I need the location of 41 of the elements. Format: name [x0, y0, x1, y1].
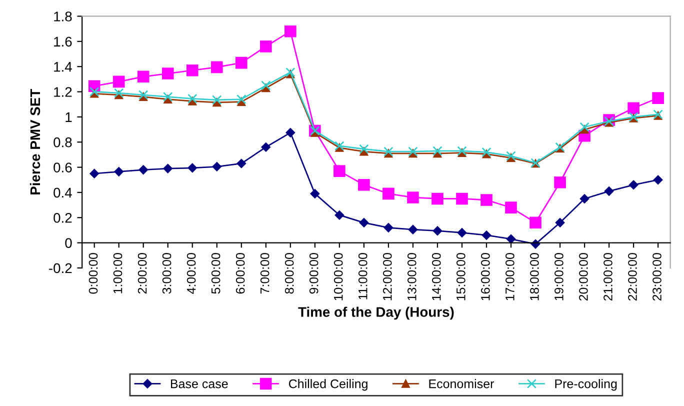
- x-tick-label: 12:00:00: [382, 252, 392, 300]
- y-tick-label: 1: [66, 112, 72, 122]
- x-tick-label: 5:00:00: [211, 252, 220, 294]
- x-tick-label: 23:00:00: [652, 252, 662, 301]
- x-tick-label: 8:00:00: [284, 252, 294, 294]
- x-tick-label: 7:00:00: [260, 252, 270, 294]
- x-tick-label: 22:00:00: [628, 252, 637, 301]
- legend-label: Pre-cooling: [555, 379, 617, 391]
- y-axis-title: Pierce PMV SET: [30, 88, 40, 194]
- x-tick-label: 16:00:00: [481, 252, 490, 300]
- x-tick-label: 21:00:00: [604, 252, 612, 301]
- x-tick-label: 0:00:00: [88, 252, 98, 294]
- x-tick-label: 10:00:00: [334, 252, 343, 300]
- x-tick-label: 3:00:00: [162, 252, 172, 294]
- y-tick-label: 0.6: [54, 162, 72, 172]
- x-tick-label: 9:00:00: [309, 252, 318, 294]
- legend-label: Base case: [170, 379, 228, 388]
- x-tick-label: 4:00:00: [186, 252, 196, 294]
- y-tick-label: -0.2: [49, 263, 72, 274]
- x-tick-label: 18:00:00: [530, 252, 539, 300]
- y-tick-label: 0.8: [54, 137, 72, 148]
- x-tick-label: 19:00:00: [554, 252, 564, 300]
- y-tick-label: 0.2: [54, 212, 72, 223]
- x-tick-label: 20:00:00: [579, 252, 588, 301]
- y-tick-label: 1.8: [54, 12, 72, 22]
- x-tick-label: 14:00:00: [432, 252, 441, 300]
- x-tick-label: 6:00:00: [236, 252, 245, 294]
- x-tick-label: 2:00:00: [138, 252, 147, 294]
- y-tick-label: 1.4: [54, 62, 72, 72]
- y-tick-label: 0: [65, 238, 72, 248]
- y-tick-label: 1.2: [54, 87, 72, 97]
- x-tick-label: 15:00:00: [456, 252, 466, 300]
- x-tick-label: 17:00:00: [506, 252, 514, 300]
- x-axis-title: Time of the Day (Hours): [298, 306, 454, 320]
- legend-label: Economiser: [429, 379, 494, 388]
- x-tick-label: 13:00:00: [407, 252, 416, 300]
- x-tick-label: 1:00:00: [113, 252, 122, 294]
- y-tick-label: 1.6: [54, 36, 72, 47]
- y-tick-label: 0.4: [54, 188, 72, 198]
- x-tick-label: 11:00:00: [358, 252, 368, 300]
- legend-label: Chilled Ceiling: [288, 379, 368, 391]
